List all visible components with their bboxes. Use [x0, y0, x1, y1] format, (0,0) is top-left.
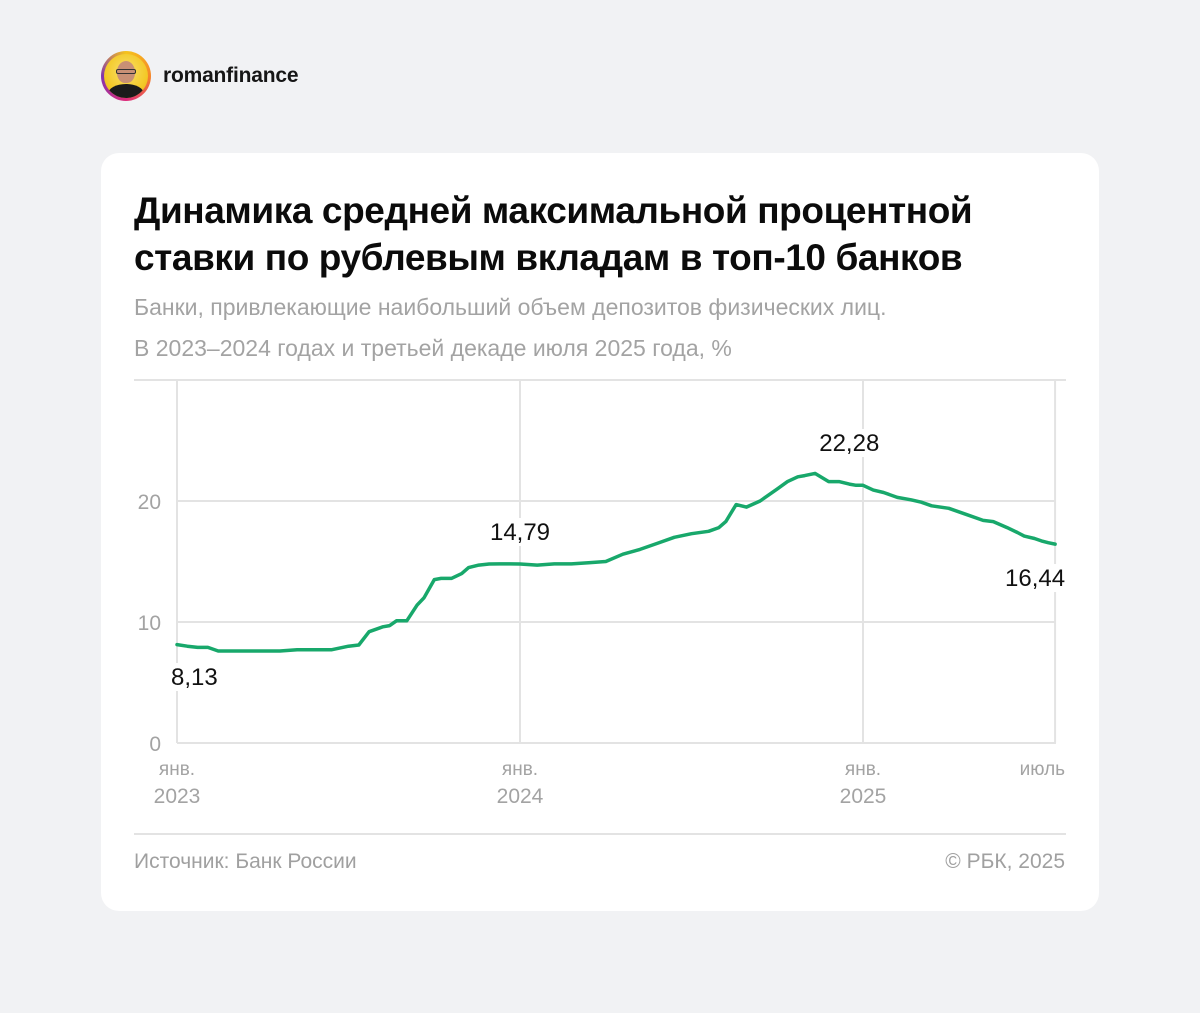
subtitle-line-2: В 2023–2024 годах и третьей декаде июля …	[134, 335, 732, 361]
chart-subtitle: Банки, привлекающие наибольший объем деп…	[134, 287, 1074, 369]
annotation-label: 16,44	[1005, 565, 1065, 592]
chart-card: Динамика средней максимальной процентной…	[101, 153, 1099, 911]
author-block[interactable]: romanfinance	[101, 51, 299, 101]
x-tick-month: янв.	[502, 759, 538, 780]
avatar-photo	[104, 54, 148, 98]
annotation-bg	[485, 518, 555, 546]
annotation-label: 14,79	[490, 519, 550, 546]
y-tick-label: 20	[138, 491, 161, 514]
x-tick-month: июль	[1020, 759, 1066, 780]
annotation-label: 8,13	[171, 664, 218, 691]
subtitle-line-1: Банки, привлекающие наибольший объем деп…	[134, 294, 887, 320]
x-tick-year: 2025	[840, 785, 887, 808]
y-tick-label: 0	[149, 733, 161, 756]
x-tick-year: 2024	[497, 785, 544, 808]
source-note: Источник: Банк России	[134, 850, 357, 873]
y-tick-label: 10	[138, 612, 161, 635]
annotation-bg	[814, 429, 884, 457]
avatar-glasses-shape	[116, 69, 136, 74]
annotation-label: 22,28	[819, 430, 879, 457]
avatar-body-shape	[108, 84, 144, 98]
avatar-head-shape	[117, 61, 135, 83]
copyright-note: © РБК, 2025	[945, 850, 1065, 873]
chart-title: Динамика средней максимальной процентной…	[134, 190, 973, 278]
x-tick-year: 2023	[154, 785, 201, 808]
line-chart: 0 10 20 янв. 2023 янв. 2024 янв. 2025 июль 8,13 14,…	[134, 379, 1068, 835]
annotation-bg	[169, 663, 225, 691]
chart-area: 0 10 20 янв. 2023 янв. 2024 янв. 2025 июль 8,13 14,…	[101, 153, 1099, 911]
x-tick-month: янв.	[845, 759, 881, 780]
avatar[interactable]	[101, 51, 151, 101]
author-name[interactable]: romanfinance	[163, 64, 299, 87]
x-tick-month: янв.	[159, 759, 195, 780]
data-line	[175, 471, 1057, 653]
annotation-bg	[998, 564, 1068, 592]
